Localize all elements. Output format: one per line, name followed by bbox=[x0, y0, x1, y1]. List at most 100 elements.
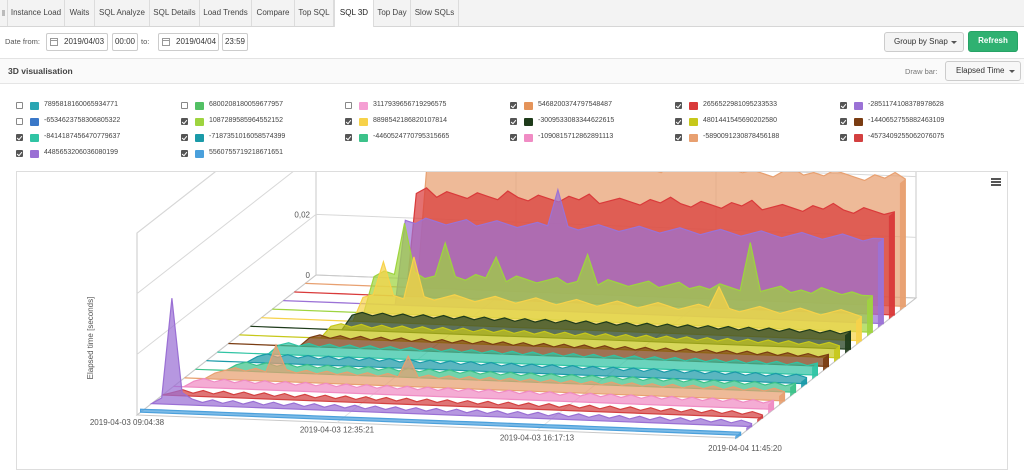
group-by-snap-dropdown[interactable]: Group by Snap bbox=[884, 32, 964, 52]
tab-slow-sqls[interactable]: Slow SQLs bbox=[411, 0, 459, 26]
legend-checkbox[interactable] bbox=[345, 102, 352, 109]
legend-label: -8414187456470779637 bbox=[44, 133, 121, 140]
tab-load-trends[interactable]: Load Trends bbox=[200, 0, 252, 26]
legend-checkbox[interactable] bbox=[510, 134, 517, 141]
legend-color-swatch bbox=[359, 134, 368, 142]
chart-series-side bbox=[888, 211, 895, 320]
chart-series-side bbox=[845, 331, 851, 354]
refresh-button[interactable]: Refresh bbox=[968, 31, 1018, 52]
chart-series-side bbox=[801, 377, 807, 388]
legend-item[interactable]: -7187351016058574399 bbox=[181, 133, 341, 143]
legend-label: 1087289585964552152 bbox=[209, 117, 283, 124]
tab-instance-load[interactable]: Instance Load bbox=[8, 0, 65, 26]
chevron-down-icon bbox=[951, 41, 957, 44]
hamburger-menu-icon[interactable] bbox=[991, 178, 1001, 186]
legend-checkbox[interactable] bbox=[840, 102, 847, 109]
date-to-value: 2019/04/04 bbox=[176, 37, 217, 46]
legend-color-swatch bbox=[854, 134, 863, 142]
legend-item[interactable]: -2851174108378978628 bbox=[840, 101, 1000, 111]
legend-color-swatch bbox=[195, 134, 204, 142]
legend-color-swatch bbox=[524, 118, 533, 126]
time-to-field[interactable]: 23:59 bbox=[222, 33, 248, 51]
legend-checkbox[interactable] bbox=[16, 150, 23, 157]
legend-item[interactable]: 7895818160065934771 bbox=[16, 101, 176, 111]
legend-item[interactable]: 6800208180059677957 bbox=[181, 101, 341, 111]
legend-label: 4485653206036080199 bbox=[44, 149, 118, 156]
legend-color-swatch bbox=[195, 118, 204, 126]
legend-item[interactable]: 4801441545690202580 bbox=[675, 117, 835, 127]
date-from-value: 2019/04/03 bbox=[64, 37, 105, 46]
tab-sql-3d[interactable]: SQL 3D bbox=[334, 0, 374, 27]
tab-sql-details[interactable]: SQL Details bbox=[150, 0, 200, 26]
chart-edge-line bbox=[736, 297, 917, 439]
y-tick-label: 0 bbox=[306, 271, 311, 280]
tab-waits[interactable]: Waits bbox=[65, 0, 95, 26]
chart-series-side bbox=[856, 316, 862, 345]
chart-series-side bbox=[899, 179, 906, 311]
legend-checkbox[interactable] bbox=[510, 102, 517, 109]
legend-label: -1440652755882463109 bbox=[868, 117, 945, 124]
tab-bar-grip-icon[interactable] bbox=[0, 0, 8, 26]
legend-checkbox[interactable] bbox=[16, 134, 23, 141]
chart-series-side bbox=[867, 295, 873, 337]
legend-item[interactable]: -3009533083344622615 bbox=[510, 117, 670, 127]
tab-top-sql[interactable]: Top SQL bbox=[295, 0, 334, 26]
chart-series-area bbox=[139, 408, 742, 436]
legend-checkbox[interactable] bbox=[345, 118, 352, 125]
legend-label: 6800208180059677957 bbox=[209, 101, 283, 108]
legend-checkbox[interactable] bbox=[840, 134, 847, 141]
legend-color-swatch bbox=[689, 134, 698, 142]
legend-label: -3009533083344622615 bbox=[538, 117, 615, 124]
legend-item[interactable]: -8414187456470779637 bbox=[16, 133, 176, 143]
legend-checkbox[interactable] bbox=[840, 118, 847, 125]
draw-bar-dropdown[interactable]: Elapsed Time bbox=[945, 61, 1021, 81]
legend-item[interactable]: -1090815712862891113 bbox=[510, 133, 670, 143]
calendar-icon[interactable] bbox=[50, 38, 58, 46]
legend-checkbox[interactable] bbox=[181, 102, 188, 109]
legend-checkbox[interactable] bbox=[181, 150, 188, 157]
legend-checkbox[interactable] bbox=[345, 134, 352, 141]
legend-color-swatch bbox=[30, 150, 39, 158]
legend-item[interactable]: 2656522981095233533 bbox=[675, 101, 835, 111]
legend-item[interactable]: 4485653206036080199 bbox=[16, 149, 176, 159]
date-from-field[interactable]: 2019/04/03 bbox=[46, 33, 108, 51]
chart-series-area bbox=[217, 342, 819, 376]
legend-item[interactable]: -1440652755882463109 bbox=[840, 117, 1000, 127]
legend-item[interactable]: 5468200374797548487 bbox=[510, 101, 670, 111]
legend-checkbox[interactable] bbox=[16, 102, 23, 109]
legend-color-swatch bbox=[854, 102, 863, 110]
legend-item[interactable]: -4573409255062076075 bbox=[840, 133, 1000, 143]
time-from-field[interactable]: 00:00 bbox=[112, 33, 138, 51]
legend-item[interactable]: 1087289585964552152 bbox=[181, 117, 341, 127]
legend-item[interactable]: 3117939656719296575 bbox=[345, 101, 505, 111]
legend-label: -2851174108378978628 bbox=[868, 101, 944, 108]
legend-checkbox[interactable] bbox=[675, 134, 682, 141]
legend-item[interactable]: 5560755719218671651 bbox=[181, 149, 341, 159]
tab-sql-analyze[interactable]: SQL Analyze bbox=[95, 0, 150, 26]
legend-label: -6534623758306805322 bbox=[44, 117, 121, 124]
chart-series bbox=[139, 172, 906, 440]
legend-checkbox[interactable] bbox=[510, 118, 517, 125]
legend-color-swatch bbox=[359, 102, 368, 110]
legend-label: 8898542186820107814 bbox=[373, 117, 447, 124]
legend-item[interactable]: -6534623758306805322 bbox=[16, 117, 176, 127]
legend-checkbox[interactable] bbox=[181, 134, 188, 141]
calendar-icon[interactable] bbox=[162, 38, 170, 46]
tab-bar: Instance Load Waits SQL Analyze SQL Deta… bbox=[0, 0, 1024, 27]
legend-color-swatch bbox=[359, 118, 368, 126]
legend-checkbox[interactable] bbox=[16, 118, 23, 125]
tab-compare[interactable]: Compare bbox=[252, 0, 295, 26]
chart-series-area bbox=[206, 353, 808, 385]
date-to-field[interactable]: 2019/04/04 bbox=[158, 33, 219, 51]
legend-checkbox[interactable] bbox=[675, 102, 682, 109]
legend-checkbox[interactable] bbox=[181, 118, 188, 125]
tab-top-day[interactable]: Top Day bbox=[374, 0, 411, 26]
legend-item[interactable]: -4460524770795315665 bbox=[345, 133, 505, 143]
legend-label: -7187351016058574399 bbox=[209, 133, 286, 140]
legend-color-swatch bbox=[689, 102, 698, 110]
legend-item[interactable]: 8898542186820107814 bbox=[345, 117, 505, 127]
chart-series-side bbox=[768, 400, 774, 414]
legend-item[interactable]: -5890091230878456188 bbox=[675, 133, 835, 143]
legend-checkbox[interactable] bbox=[675, 118, 682, 125]
legend-label: 2656522981095233533 bbox=[703, 101, 777, 108]
